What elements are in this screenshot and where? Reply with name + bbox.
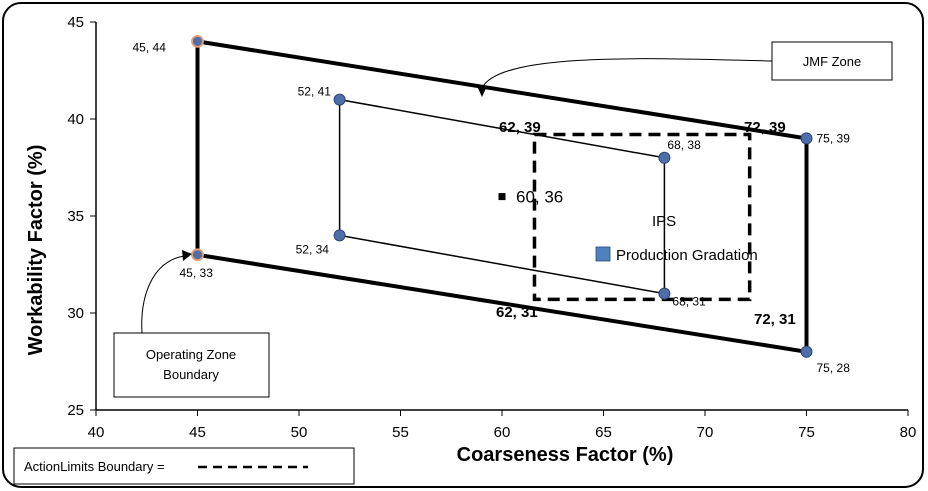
- y-axis-title: Workability Factor (%): [25, 145, 47, 356]
- jmf-zone-marker: [658, 151, 671, 164]
- ips-marker: [498, 193, 506, 201]
- x-tick-label: 45: [189, 424, 206, 441]
- y-tick-label: 45: [67, 14, 84, 31]
- operating-zone-point-label: 75, 28: [817, 361, 851, 375]
- jmf-zone-marker: [658, 287, 671, 300]
- x-tick-label: 50: [291, 424, 308, 441]
- ips-label: IPS: [652, 213, 676, 230]
- operating-zone-callout-line1: Operating Zone: [146, 347, 236, 362]
- jmf-zone-point-label: 52, 41: [298, 85, 332, 99]
- operating-zone-callout-line2: Boundary: [163, 367, 219, 382]
- plot-area: 40 45 50 55 60 65 70 75 80 25 30 35 40 45: [67, 14, 916, 441]
- action-limits-boundary: [532, 132, 752, 302]
- zone-markers: [191, 35, 813, 358]
- axis-ticks: 40 45 50 55 60 65 70 75 80 25 30 35 40 45: [67, 14, 916, 441]
- x-tick-label: 60: [494, 424, 511, 441]
- operating-zone-point-label: 75, 39: [817, 131, 851, 145]
- operating-zone-callout-arrow: [141, 255, 185, 334]
- action-limits-callout-text: ActionLimits Boundary =: [24, 459, 165, 474]
- action-limit-point-label: 72, 31: [754, 311, 796, 328]
- y-tick-label: 40: [67, 111, 84, 128]
- x-tick-label: 40: [88, 424, 105, 441]
- jmf-zone-callout-box: [771, 41, 893, 81]
- operating-zone-marker: [800, 132, 813, 145]
- operating-zone-marker: [191, 248, 204, 262]
- point-labels: 45, 44 75, 39 75, 28 45, 33 52, 41 68, 38 68, …: [133, 40, 851, 374]
- jmf-zone-point-label: 52, 34: [296, 242, 330, 256]
- jmf-zone-arrowhead: [477, 86, 487, 97]
- jmf-zone-callout-arrow: [481, 58, 773, 89]
- y-tick-label: 30: [67, 305, 84, 322]
- operating-zone-callout-box: [113, 332, 270, 398]
- x-tick-label: 65: [595, 424, 612, 441]
- x-tick-label: 80: [900, 424, 917, 441]
- x-axis-title: Coarseness Factor (%): [457, 444, 674, 466]
- x-tick-label: 75: [798, 424, 815, 441]
- y-tick-label: 35: [67, 208, 84, 225]
- jmf-zone-callout-text: JMF Zone: [803, 54, 862, 69]
- jmf-zone-point-label: 68, 38: [667, 138, 701, 152]
- action-limits-callout-box: [13, 447, 355, 485]
- operating-zone-point-label: 45, 44: [133, 40, 167, 54]
- y-tick-label: 25: [67, 402, 84, 419]
- operating-zone-marker: [800, 345, 813, 358]
- operating-zone-marker: [191, 35, 204, 48]
- operating-zone-point-label: 45, 33: [180, 266, 214, 280]
- x-tick-label: 70: [697, 424, 714, 441]
- action-limit-point-label: 72, 39: [744, 119, 786, 136]
- x-tick-label: 55: [392, 424, 409, 441]
- ips-point-label: 60, 36: [516, 188, 563, 207]
- jmf-zone-point-label: 68, 31: [672, 295, 706, 309]
- action-limit-point-label: 62, 39: [499, 119, 541, 136]
- jmf-zone-marker: [333, 229, 346, 242]
- legend-swatch: [595, 246, 611, 262]
- jmf-zone-marker: [333, 93, 346, 106]
- operating-zone-arrowhead: [182, 250, 192, 261]
- legend-label: Production Gradation: [616, 247, 758, 264]
- action-limit-point-label: 62, 31: [496, 304, 538, 321]
